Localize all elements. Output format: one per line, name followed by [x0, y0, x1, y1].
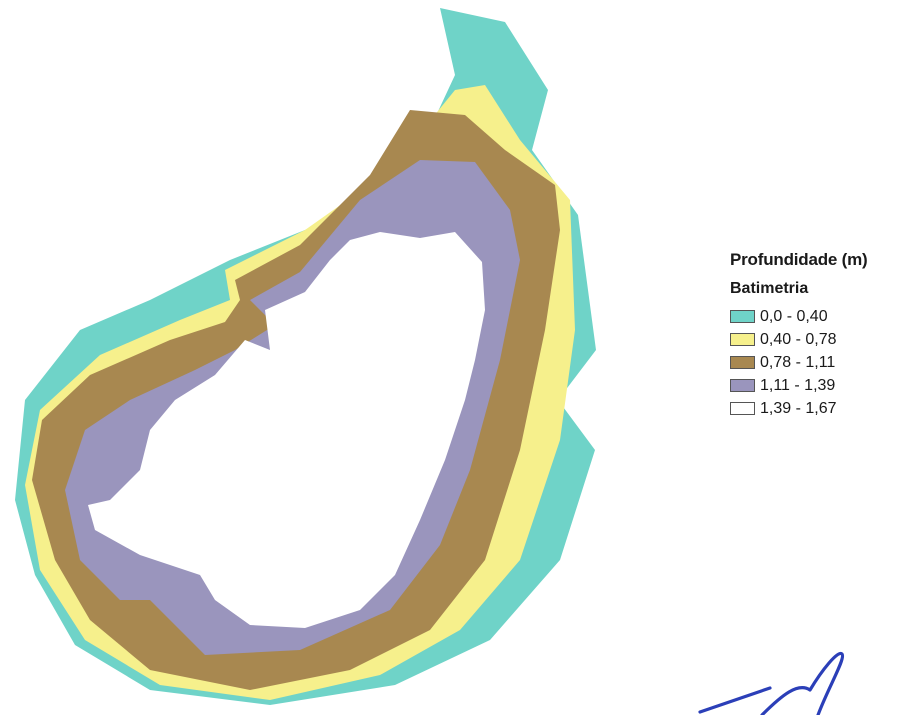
- legend-item-label: 1,39 - 1,67: [760, 399, 837, 417]
- legend-title: Profundidade (m): [730, 250, 868, 269]
- signature-stroke: [698, 651, 845, 715]
- legend-swatch: [730, 379, 755, 392]
- legend-item-label: 0,40 - 0,78: [760, 330, 837, 348]
- legend-item-label: 0,0 - 0,40: [760, 307, 828, 325]
- map-legend: Profundidade (m) Batimetria 0,0 - 0,40 0…: [730, 250, 868, 420]
- legend-item: 0,78 - 1,11: [730, 351, 868, 374]
- legend-item: 1,39 - 1,67: [730, 397, 868, 420]
- legend-swatch: [730, 310, 755, 323]
- legend-swatch: [730, 333, 755, 346]
- legend-swatch: [730, 402, 755, 415]
- legend-item-label: 0,78 - 1,11: [760, 353, 836, 371]
- legend-swatch: [730, 356, 755, 369]
- depth-zone-4: [88, 232, 485, 628]
- legend-item-label: 1,11 - 1,39: [760, 376, 836, 394]
- handwritten-signature: [698, 651, 845, 715]
- legend-item: 1,11 - 1,39: [730, 374, 868, 397]
- legend-item: 0,40 - 0,78: [730, 328, 868, 351]
- legend-item: 0,0 - 0,40: [730, 305, 868, 328]
- legend-subtitle: Batimetria: [730, 280, 809, 297]
